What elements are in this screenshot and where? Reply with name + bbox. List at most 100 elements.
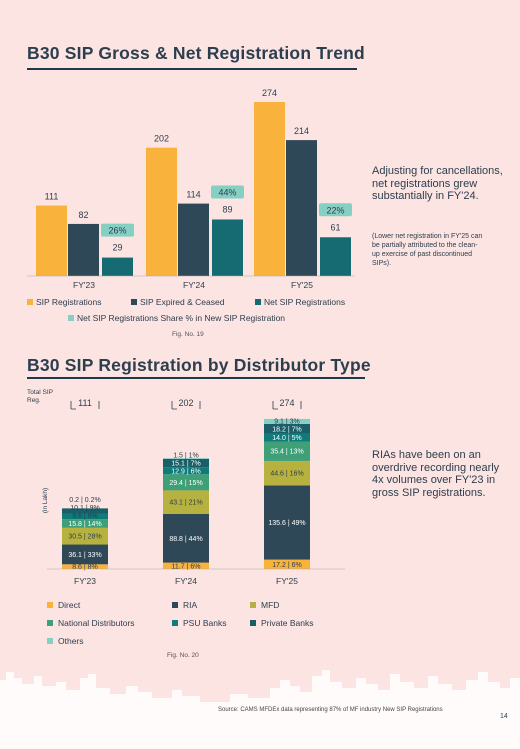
legend-label: Private Banks xyxy=(261,618,314,628)
legend-swatch xyxy=(27,299,33,305)
fig-label-19: Fig. No. 19 xyxy=(172,331,204,338)
bar-gross xyxy=(254,102,285,276)
bar-gross xyxy=(36,205,67,276)
segment-mfd xyxy=(62,527,108,545)
segment-private xyxy=(62,508,108,514)
segment-label: 29.4 | 15% xyxy=(169,480,202,487)
legend-label: SIP Registrations xyxy=(36,297,102,307)
segment-others xyxy=(163,458,209,459)
title-underline xyxy=(27,377,365,379)
section2-title: B30 SIP Registration by Distributor Type xyxy=(27,355,371,375)
bar-value-label: 114 xyxy=(186,190,200,200)
fig-label-20: Fig. No. 20 xyxy=(167,652,199,659)
segment-direct xyxy=(62,564,108,569)
bar-expired xyxy=(286,140,317,276)
legend-label: PSU Banks xyxy=(183,618,227,628)
section2-side-text: RIAs have been on an overdrive recording… xyxy=(372,449,500,499)
segment-label: 8.6 | 8% xyxy=(72,564,98,571)
section1-side-note: (Lower net registration in FY'25 can be … xyxy=(372,233,483,267)
segment-psu xyxy=(163,467,209,475)
total-value: 111 xyxy=(78,398,92,408)
segment-direct xyxy=(163,562,209,569)
skyline-decoration xyxy=(0,670,520,749)
segment-label: 11.7 | 6% xyxy=(172,563,201,570)
legend-label: Net SIP Registrations Share % in New SIP… xyxy=(77,313,286,323)
section1-side-text: Adjusting for cancellations, net registr… xyxy=(372,165,503,202)
total-bracket xyxy=(70,401,100,410)
segment-label: 30.5 | 28% xyxy=(68,534,101,541)
segment-others xyxy=(264,418,310,424)
bar-value-label: 202 xyxy=(154,134,169,144)
legend-item-ria: RIA xyxy=(172,600,197,610)
legend-item-others: Others xyxy=(47,636,84,646)
bar-value-label: 111 xyxy=(45,192,59,202)
legend-swatch xyxy=(47,602,53,608)
total-value: 274 xyxy=(279,398,294,408)
segment-ria xyxy=(62,544,108,565)
legend-swatch xyxy=(255,299,261,305)
title-underline xyxy=(27,68,357,70)
segment-label: 15.8 | 14% xyxy=(68,521,101,528)
distributor-type-chart: 8.6 | 8% 36.1 | 33% 30.5 | 28% 15.8 | 14%9.… xyxy=(47,398,345,586)
bar-value-label: 89 xyxy=(222,204,232,214)
category-label: FY'24 xyxy=(183,280,205,290)
bar-net xyxy=(320,237,351,276)
bar-value-label: 29 xyxy=(112,243,122,253)
category-label: FY'25 xyxy=(276,576,298,586)
legend-label: Net SIP Registrations xyxy=(264,297,346,307)
legend-swatch xyxy=(250,602,256,608)
category-label: FY'23 xyxy=(74,576,96,586)
legend-label: Others xyxy=(58,636,84,646)
segment-mfd xyxy=(264,460,310,486)
legend-item-mfd: MFD xyxy=(250,600,279,610)
segment-label: 12.9 | 6% xyxy=(171,468,200,475)
segment-private xyxy=(163,458,209,468)
legend-item-expired: SIP Expired & Ceased xyxy=(131,297,224,307)
share-label: 26% xyxy=(108,226,126,236)
segment-label: 17.2 | 6% xyxy=(272,562,301,569)
legend-item-gross: SIP Registrations xyxy=(27,297,102,307)
legend-item-share: Net SIP Registrations Share % in New SIP… xyxy=(68,313,285,323)
segment-ria xyxy=(163,513,209,563)
page-number: 14 xyxy=(500,713,508,720)
segment-label: 18.2 | 7% xyxy=(272,426,301,433)
segment-label: 36.1 | 33% xyxy=(68,552,101,559)
segment-label: 9.6 | 9% xyxy=(72,513,98,520)
bar-net xyxy=(102,257,133,276)
segment-label: 43.1 | 21% xyxy=(169,500,202,507)
segment-ria xyxy=(264,485,310,560)
bar-value-label: 214 xyxy=(294,126,309,136)
bar-expired xyxy=(68,223,99,276)
segment-psu xyxy=(264,433,310,442)
total-sip-label: Total SIP Reg. xyxy=(27,389,53,404)
bar-expired xyxy=(178,203,209,276)
bar-value-label: 274 xyxy=(262,88,277,98)
legend-item-psu: PSU Banks xyxy=(172,618,226,628)
total-value: 202 xyxy=(178,398,193,408)
segment-national xyxy=(62,519,108,528)
legend-swatch xyxy=(47,638,53,644)
share-label: 22% xyxy=(326,205,344,215)
segment-label: 0.2 | 0.2% xyxy=(69,497,100,504)
legend-item-private: Private Banks xyxy=(250,618,313,628)
segment-national xyxy=(264,441,310,461)
share-badge xyxy=(319,203,352,217)
bar-value-label: 61 xyxy=(330,222,340,232)
segment-direct xyxy=(264,559,310,569)
bar-gross xyxy=(146,147,177,276)
legend-item-national: National Distributors xyxy=(47,618,135,628)
legend-label: MFD xyxy=(261,600,280,610)
share-badge xyxy=(101,223,134,237)
segment-label: 88.8 | 44% xyxy=(169,536,202,543)
segment-label: 44.6 | 16% xyxy=(270,471,303,478)
category-label: FY'23 xyxy=(73,280,95,290)
legend-label: National Distributors xyxy=(58,618,135,628)
share-badge xyxy=(211,185,244,199)
legend-swatch xyxy=(47,620,53,626)
category-label: FY'25 xyxy=(291,280,313,290)
legend-swatch xyxy=(172,602,178,608)
segment-private xyxy=(264,423,310,434)
section1-title: B30 SIP Gross & Net Registration Trend xyxy=(27,43,365,63)
segment-label: 135.6 | 49% xyxy=(268,520,305,527)
gross-net-chart: 111 82 29 26% FY'23 202 114 89 44% FY'24 274 214 61 2… xyxy=(27,88,355,290)
